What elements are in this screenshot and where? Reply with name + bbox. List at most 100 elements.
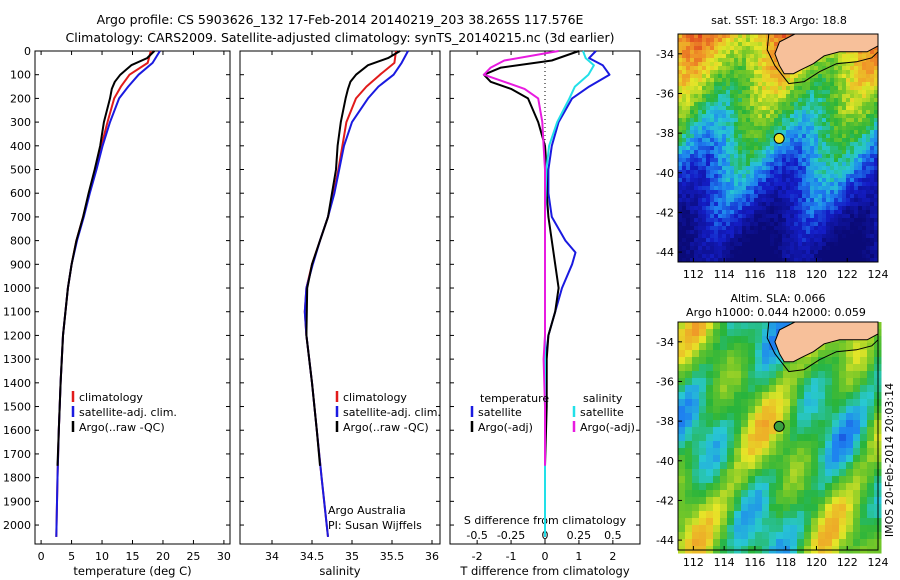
map-cell xyxy=(706,46,711,51)
map-cell xyxy=(754,114,759,119)
map-cell xyxy=(766,202,771,207)
map-cell xyxy=(790,118,795,123)
map-cell xyxy=(730,78,735,83)
map-cell xyxy=(762,511,770,519)
map-cell xyxy=(746,202,751,207)
map-cell xyxy=(846,182,851,187)
map-cell xyxy=(742,162,747,167)
map-cell xyxy=(774,34,779,39)
map-cell xyxy=(686,46,691,51)
map-cell xyxy=(778,102,783,107)
map-cell xyxy=(770,70,775,75)
map-cell xyxy=(738,250,743,255)
map-cell xyxy=(870,126,875,131)
map-cell xyxy=(774,58,779,63)
map-cell xyxy=(682,126,687,131)
map-cell xyxy=(694,134,699,139)
map-cell xyxy=(794,98,799,103)
map-cell xyxy=(826,122,831,127)
legend-label: satellite-adj. clim. xyxy=(343,406,441,419)
map-cell xyxy=(797,483,805,491)
map-cell xyxy=(758,62,763,67)
map-cell xyxy=(698,58,703,63)
map-cell xyxy=(762,246,767,251)
map-cell xyxy=(804,420,812,428)
map-cell xyxy=(814,102,819,107)
map-cell xyxy=(738,38,743,43)
map-cell xyxy=(832,378,840,386)
map-cell xyxy=(692,322,700,330)
map-cell xyxy=(754,134,759,139)
x-tick-label: 118 xyxy=(775,268,796,281)
map-cell xyxy=(838,66,843,71)
map-cell xyxy=(858,142,863,147)
map-cell xyxy=(718,122,723,127)
map-cell xyxy=(710,230,715,235)
map-cell xyxy=(866,126,871,131)
map-cell xyxy=(870,242,875,247)
map-cell xyxy=(714,58,719,63)
map-cell xyxy=(786,218,791,223)
map-cell xyxy=(786,226,791,231)
map-cell xyxy=(762,250,767,255)
map-cell xyxy=(854,242,859,247)
map-cell xyxy=(762,158,767,163)
map-cell xyxy=(822,206,827,211)
map-cell xyxy=(870,90,875,95)
map-cell xyxy=(686,54,691,59)
map-cell xyxy=(682,246,687,251)
map-cell xyxy=(806,118,811,123)
map-cell xyxy=(738,222,743,227)
map-cell xyxy=(722,182,727,187)
map-cell xyxy=(758,170,763,175)
map-cell xyxy=(846,214,851,219)
map-cell xyxy=(862,174,867,179)
map-cell xyxy=(842,58,847,63)
map-cell xyxy=(727,406,735,414)
map-cell xyxy=(678,34,683,39)
map-cell xyxy=(870,198,875,203)
map-cell xyxy=(830,222,835,227)
map-cell xyxy=(730,122,735,127)
x-tick-label: 122 xyxy=(837,556,858,569)
map-cell xyxy=(742,86,747,91)
map-cell xyxy=(750,174,755,179)
map-cell xyxy=(742,214,747,219)
map-cell xyxy=(741,462,749,470)
map-cell xyxy=(722,194,727,199)
map-cell xyxy=(698,98,703,103)
map-cell xyxy=(678,385,686,393)
map-cell xyxy=(770,214,775,219)
map-cell xyxy=(706,254,711,259)
map-cell xyxy=(738,130,743,135)
map-cell xyxy=(762,46,767,51)
map-cell xyxy=(874,126,879,131)
x-tick-label: 112 xyxy=(683,268,704,281)
map-cell xyxy=(714,106,719,111)
map-cell xyxy=(694,110,699,115)
map-cell xyxy=(746,62,751,67)
map-cell xyxy=(690,158,695,163)
map-cell xyxy=(811,448,819,456)
map-cell xyxy=(718,110,723,115)
map-cell xyxy=(797,525,805,533)
map-cell xyxy=(860,539,868,547)
map-cell xyxy=(810,222,815,227)
map-cell xyxy=(874,226,879,231)
map-cell xyxy=(804,371,812,379)
map-cell xyxy=(758,114,763,119)
map-cell xyxy=(686,234,691,239)
map-cell xyxy=(782,258,787,263)
map-cell xyxy=(814,186,819,191)
map-cell xyxy=(853,462,861,470)
map-cell xyxy=(766,190,771,195)
map-cell xyxy=(867,504,875,512)
map-cell xyxy=(718,162,723,167)
map-cell xyxy=(770,226,775,231)
land-polygon xyxy=(774,33,879,75)
map-cell xyxy=(804,413,812,421)
map-cell xyxy=(702,74,707,79)
map-cell xyxy=(746,90,751,95)
map-cell xyxy=(766,114,771,119)
map-cell xyxy=(750,202,755,207)
